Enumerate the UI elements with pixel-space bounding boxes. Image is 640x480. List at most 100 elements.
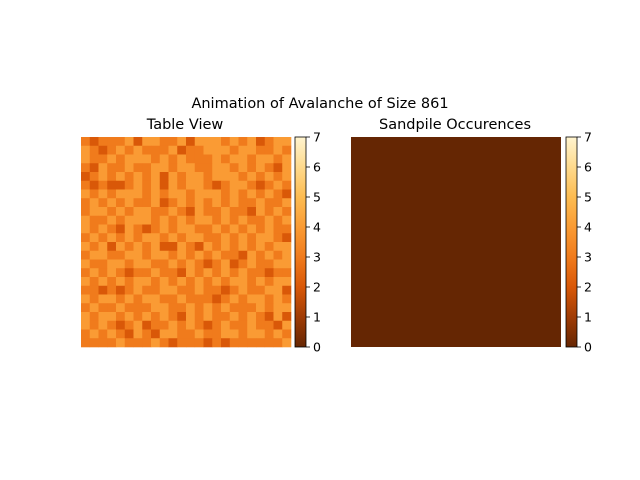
heatmap-cell <box>168 233 178 243</box>
heatmap-cell <box>98 198 108 208</box>
heatmap-cell <box>264 320 274 330</box>
heatmap-cell <box>142 145 152 155</box>
heatmap-cell <box>177 250 187 260</box>
heatmap-cell <box>116 163 126 173</box>
heatmap-cell <box>264 224 274 234</box>
heatmap-cell <box>282 189 292 199</box>
heatmap-cell <box>212 259 222 269</box>
heatmap-cell <box>116 259 126 269</box>
heatmap-cell <box>264 215 274 225</box>
heatmap-cell <box>98 312 108 322</box>
heatmap-cell <box>81 172 91 182</box>
sandpile-occurences-colorbar-tick-label: 4 <box>584 220 592 235</box>
heatmap-cell <box>194 215 204 225</box>
heatmap-cell <box>194 268 204 278</box>
heatmap-cell <box>107 294 117 304</box>
heatmap-cell <box>273 163 283 173</box>
heatmap-cell <box>229 320 239 330</box>
heatmap-cell <box>107 154 117 164</box>
heatmap-cell <box>264 259 274 269</box>
heatmap-cell <box>168 294 178 304</box>
table-view-colorbar-ticks: 0 1 2 3 4 5 6 7 <box>306 130 321 355</box>
heatmap-cell <box>203 268 213 278</box>
heatmap-cell <box>238 198 248 208</box>
heatmap-cell <box>194 137 204 147</box>
heatmap-cell <box>256 189 266 199</box>
heatmap-cell <box>203 338 213 348</box>
heatmap-cell <box>229 277 239 287</box>
heatmap-cell <box>168 207 178 217</box>
heatmap-cell <box>221 189 231 199</box>
heatmap-cell <box>168 180 178 190</box>
heatmap-cell <box>151 137 161 147</box>
sandpile-occurences-colorbar-tick-label: 1 <box>584 310 592 325</box>
heatmap-cell <box>142 312 152 322</box>
heatmap-cell <box>116 145 126 155</box>
table-view-colorbar-gradient <box>294 136 307 348</box>
heatmap-cell <box>282 320 292 330</box>
heatmap-cell <box>186 224 196 234</box>
heatmap-cell <box>151 277 161 287</box>
heatmap-cell <box>116 172 126 182</box>
heatmap-cell <box>186 189 196 199</box>
heatmap-cell <box>142 320 152 330</box>
heatmap-cell <box>203 215 213 225</box>
heatmap-cell <box>273 338 283 348</box>
heatmap-cell <box>212 312 222 322</box>
heatmap-cell <box>81 329 91 339</box>
heatmap-cell <box>142 163 152 173</box>
heatmap-cell <box>203 329 213 339</box>
heatmap-cell <box>229 224 239 234</box>
heatmap-cell <box>159 215 169 225</box>
heatmap-cell <box>229 145 239 155</box>
heatmap-cell <box>116 312 126 322</box>
heatmap-cell <box>168 172 178 182</box>
heatmap-cell <box>168 224 178 234</box>
heatmap-cell <box>142 259 152 269</box>
heatmap-cell <box>133 145 143 155</box>
heatmap-cell <box>229 163 239 173</box>
heatmap-cell <box>203 259 213 269</box>
heatmap-cell <box>212 172 222 182</box>
heatmap-cell <box>107 312 117 322</box>
heatmap-cell <box>177 294 187 304</box>
heatmap-cell <box>247 329 257 339</box>
heatmap-cell <box>81 250 91 260</box>
heatmap-cell <box>186 233 196 243</box>
table-view-heatmap <box>81 137 292 348</box>
heatmap-cell <box>168 250 178 260</box>
heatmap-cell <box>133 198 143 208</box>
heatmap-cell <box>89 294 99 304</box>
heatmap-cell <box>238 189 248 199</box>
heatmap-cell <box>107 268 117 278</box>
heatmap-cell <box>98 207 108 217</box>
heatmap-cell <box>273 224 283 234</box>
heatmap-cell <box>221 198 231 208</box>
heatmap-cell <box>159 154 169 164</box>
heatmap-cell <box>273 137 283 147</box>
heatmap-cell <box>98 338 108 348</box>
heatmap-cell <box>151 250 161 260</box>
heatmap-cell <box>238 233 248 243</box>
heatmap-cell <box>203 145 213 155</box>
heatmap-cell <box>116 338 126 348</box>
sandpile-occurences-colorbar-tick-label: 2 <box>584 280 592 295</box>
heatmap-cell <box>247 145 257 155</box>
table-view-colorbar-tick-label: 4 <box>313 220 321 235</box>
heatmap-cell <box>151 294 161 304</box>
heatmap-cell <box>203 320 213 330</box>
heatmap-cell <box>229 189 239 199</box>
heatmap-cell <box>142 189 152 199</box>
heatmap-cell <box>256 145 266 155</box>
heatmap-cell <box>247 294 257 304</box>
heatmap-cell <box>238 320 248 330</box>
heatmap-cell <box>124 329 134 339</box>
heatmap-cell <box>273 320 283 330</box>
heatmap-cell <box>273 198 283 208</box>
heatmap-cell <box>212 180 222 190</box>
heatmap-cell <box>264 294 274 304</box>
sandpile-occurences-colorbar-tick-label: 3 <box>584 250 592 265</box>
heatmap-cell <box>177 198 187 208</box>
heatmap-cell <box>194 320 204 330</box>
heatmap-cell <box>273 215 283 225</box>
